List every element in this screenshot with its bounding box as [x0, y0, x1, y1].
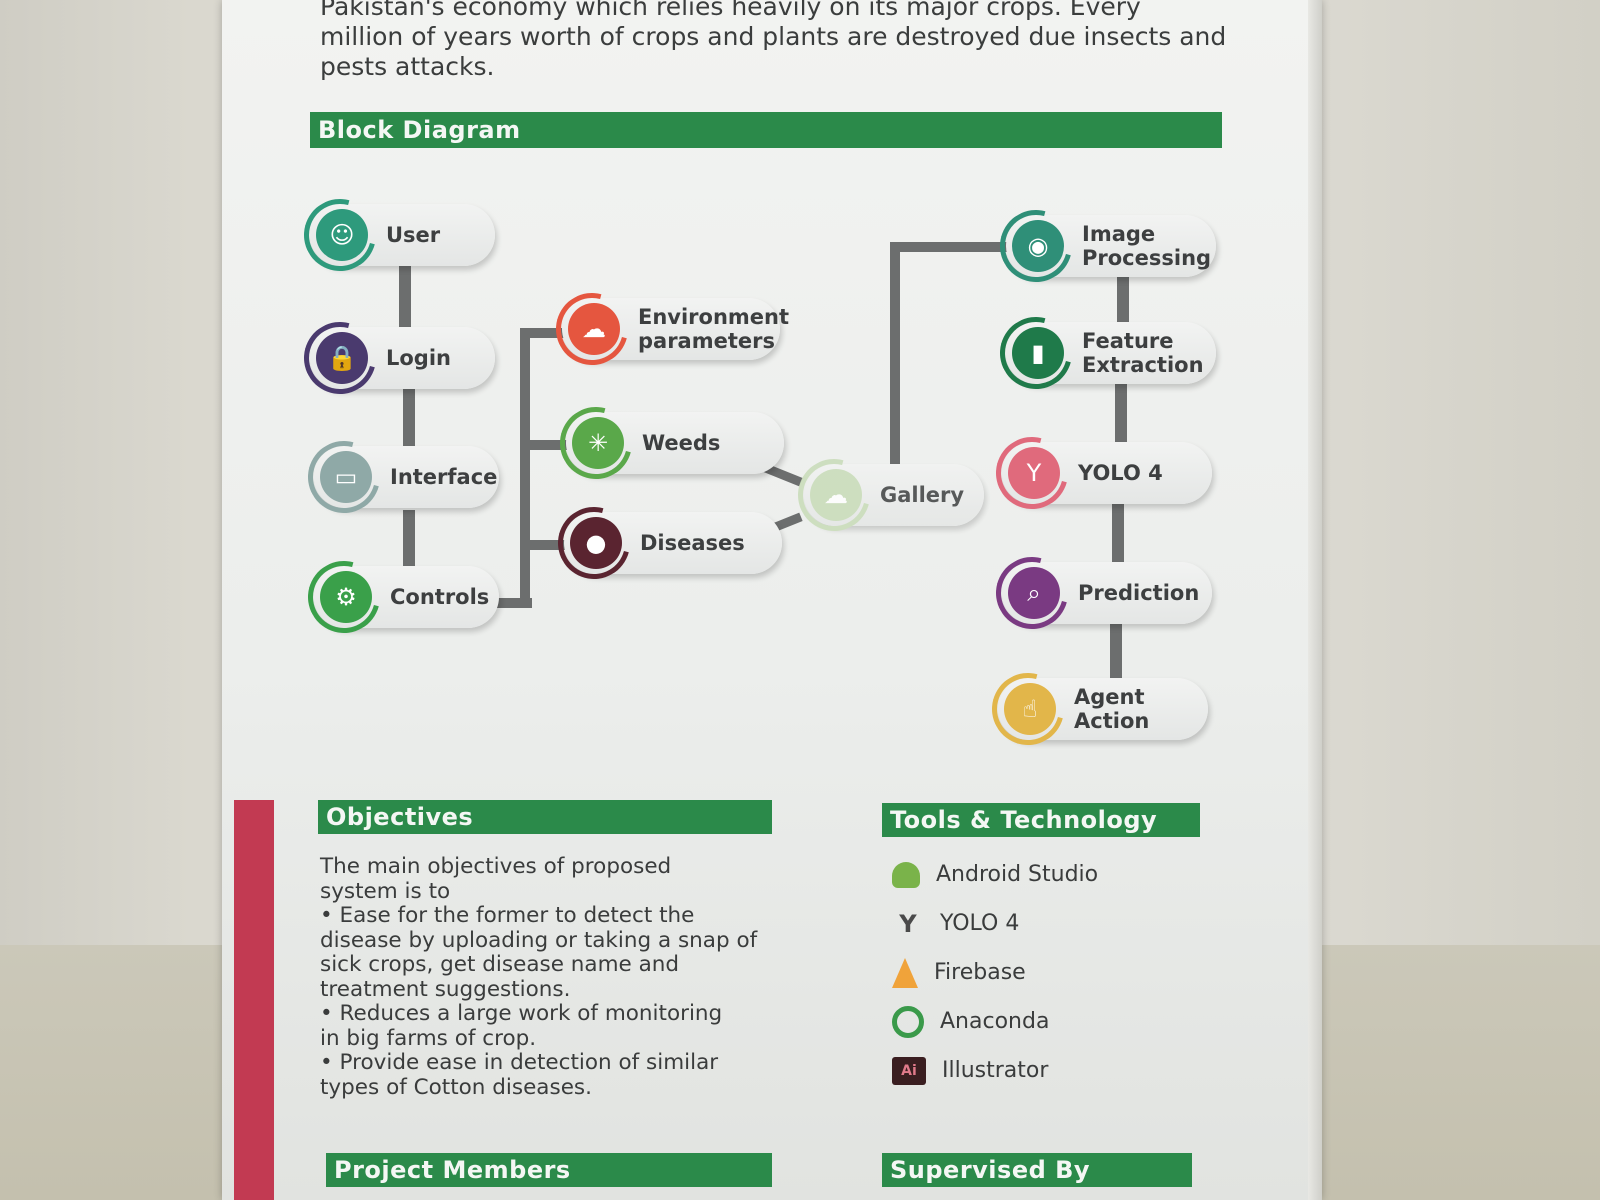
node-label: Environment parameters [638, 305, 790, 353]
node-label: User [386, 223, 441, 247]
tool-item: Firebase [892, 948, 1252, 997]
ai-icon: Ai [892, 1056, 926, 1085]
node-gallery: ☁ Gallery [784, 445, 984, 545]
node-label: Prediction [1078, 581, 1200, 605]
intro-lines: million of years worth of crops and plan… [320, 22, 1227, 81]
project-members-heading: Project Members [326, 1153, 772, 1187]
connector-gallery-up [890, 242, 900, 464]
intro-text: Pakistan's economy which relies heavily … [320, 0, 1240, 82]
block-diagram-heading: Block Diagram [310, 112, 1222, 148]
node-feature-extraction: ▮ Feature Extraction [986, 303, 1216, 403]
node-diseases: ● Diseases [544, 493, 782, 593]
connector-to-weeds [520, 440, 570, 450]
node-label: Feature Extraction [1082, 329, 1204, 377]
yolo-icon: Y [1008, 447, 1060, 499]
node-environment-parameters: ☁ Environment parameters [542, 279, 789, 379]
connector-user-login [399, 266, 411, 328]
tool-label: Android Studio [936, 862, 1099, 887]
node-interface: ▭ Interface [294, 427, 499, 527]
node-label: Image Processing [1082, 222, 1212, 270]
objectives-text: The main objectives of proposed system i… [320, 854, 758, 1100]
eye-scan-icon: ◉ [1012, 220, 1064, 272]
connector-interface-controls [403, 510, 415, 568]
connector-ip-fe [1117, 277, 1129, 323]
poster: Pakistan's economy which relies heavily … [222, 0, 1322, 1200]
bottle-icon: ▮ [1012, 327, 1064, 379]
leaf-icon: ✳ [572, 417, 624, 469]
connector-yolo-prediction [1112, 504, 1124, 562]
node-image-processing: ◉ Image Processing [986, 196, 1216, 296]
user-avatar-icon: ☺ [316, 209, 368, 261]
node-weeds: ✳ Weeds [546, 393, 784, 493]
tool-item: Android Studio [892, 850, 1252, 899]
tools-list: Android Studio Y YOLO 4 Firebase Anaconda Ai I… [892, 850, 1252, 1095]
tool-label: Firebase [934, 960, 1026, 985]
node-label: Controls [390, 585, 490, 609]
node-label: Weeds [642, 431, 721, 455]
tool-item: Y YOLO 4 [892, 899, 1252, 948]
objectives-heading: Objectives [318, 800, 772, 834]
node-controls: ⚙ Controls [294, 547, 499, 647]
intro-partial-line: Pakistan's economy which relies heavily … [320, 0, 1141, 21]
document-search-icon: ⌕ [1008, 567, 1060, 619]
node-label: YOLO 4 [1078, 461, 1163, 485]
node-label: Gallery [880, 483, 965, 507]
hand-tap-icon: ☝ [1004, 683, 1056, 735]
connector-controls-branch [494, 598, 532, 608]
login-lock-icon: 🔒 [316, 332, 368, 384]
virus-icon: ● [570, 517, 622, 569]
node-prediction: ⌕ Prediction [982, 543, 1212, 643]
monitor-icon: ▭ [320, 451, 372, 503]
tool-label: YOLO 4 [940, 911, 1020, 936]
node-label: Login [386, 346, 451, 370]
node-label: Diseases [640, 531, 745, 555]
flame-icon [892, 957, 918, 988]
tool-label: Illustrator [942, 1058, 1049, 1083]
connector-to-image-processing [890, 242, 1010, 252]
connector-branch-vertical [520, 328, 530, 608]
node-label: Interface [390, 465, 498, 489]
tool-item: Anaconda [892, 997, 1252, 1046]
connector-fe-yolo [1115, 384, 1127, 442]
tool-item: Ai Illustrator [892, 1046, 1252, 1095]
poster-edge [1308, 0, 1322, 1200]
connector-prediction-agent [1110, 624, 1122, 679]
connector-to-diseases [520, 540, 568, 550]
connector-to-environment [520, 328, 566, 338]
supervised-by-heading: Supervised By [882, 1153, 1192, 1187]
node-yolo-4: Y YOLO 4 [982, 423, 1212, 523]
node-user: ☺ User [290, 185, 495, 285]
cloud-sun-icon: ☁ [568, 303, 620, 355]
red-accent-strip [234, 800, 274, 1200]
ring-icon [892, 1005, 924, 1038]
yolo-icon: Y [899, 909, 917, 938]
node-login: 🔒 Login [290, 308, 495, 408]
gear-icon: ⚙ [320, 571, 372, 623]
connector-login-interface [403, 389, 415, 449]
android-icon [892, 861, 920, 888]
cloud-icon: ☁ [810, 469, 862, 521]
tool-label: Anaconda [940, 1009, 1050, 1034]
node-label: Agent Action [1074, 685, 1150, 733]
node-agent-action: ☝ Agent Action [978, 659, 1208, 759]
tools-heading: Tools & Technology [882, 803, 1200, 837]
